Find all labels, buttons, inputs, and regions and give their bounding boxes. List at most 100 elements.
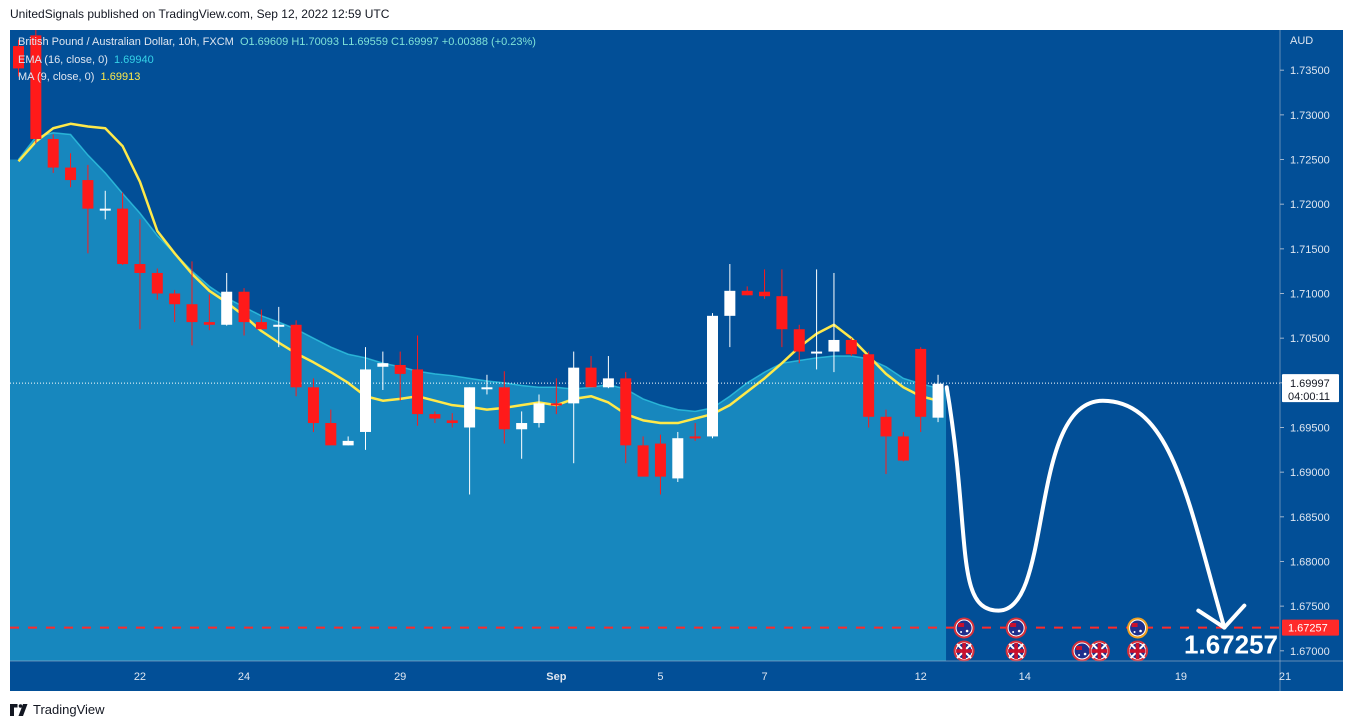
y-tick-label: 1.72500 (1290, 155, 1330, 167)
candle (620, 372, 632, 464)
candle-body (707, 315, 718, 437)
candle-body (915, 348, 927, 417)
ma-label[interactable]: MA (9, close, 0) (18, 71, 95, 83)
ema-label[interactable]: EMA (16, close, 0) (18, 53, 108, 66)
candle-body (186, 304, 198, 323)
x-tick-label: 5 (657, 671, 663, 683)
candle-body (776, 296, 788, 330)
candle-body (446, 420, 458, 424)
candle (117, 192, 129, 265)
au-event-flag-icon (1071, 640, 1093, 662)
candle (169, 289, 181, 323)
candle-body (498, 387, 510, 430)
y-tick-label: 1.69500 (1290, 422, 1330, 434)
y-tick-label: 1.67500 (1290, 601, 1330, 613)
candle (360, 347, 371, 450)
candle (654, 434, 666, 495)
candle (464, 387, 476, 495)
ema-area-fill (10, 132, 947, 662)
candle (498, 371, 510, 444)
candle-body (550, 403, 562, 406)
candle-body (412, 369, 424, 415)
y-tick-label: 1.67000 (1290, 646, 1330, 658)
gb-event-flag-icon (1005, 640, 1027, 662)
candle (255, 309, 267, 330)
candle (47, 134, 59, 173)
x-tick-label: Sep (546, 671, 566, 683)
candle-body (151, 272, 163, 294)
chart-frame[interactable]: 1.67257 1.73500 1.73000 1.72500 1.72000 1.715… (10, 30, 1343, 691)
candle-body (654, 443, 666, 477)
symbol-title[interactable]: British Pound / Australian Dollar, 10h, … (18, 36, 234, 48)
candle-body (65, 167, 77, 181)
candle (828, 272, 840, 373)
au-event-flag-icon (1005, 617, 1027, 639)
candle (325, 409, 337, 446)
candle-body (533, 403, 545, 424)
candle (290, 320, 302, 397)
y-tick-label: 1.68500 (1290, 512, 1330, 524)
candle (759, 269, 771, 299)
candle (134, 219, 146, 330)
footer-brand[interactable]: TradingView (10, 702, 105, 717)
candle-body (273, 324, 285, 327)
candle-body (169, 293, 181, 305)
candle (481, 374, 493, 395)
candle (377, 351, 389, 390)
candle (221, 272, 233, 326)
candle-body (360, 369, 371, 432)
y-tick-label: 1.73500 (1290, 65, 1330, 77)
candle (932, 374, 944, 423)
y-tick-label: 1.70500 (1290, 333, 1330, 345)
candle-body (672, 438, 684, 479)
publisher-line: UnitedSignals published on TradingView.c… (10, 7, 390, 21)
candle (429, 411, 441, 424)
candle (238, 288, 250, 336)
candle (516, 411, 528, 459)
x-tick-label: 22 (134, 671, 146, 683)
candle-body (741, 290, 753, 296)
candle-body (880, 416, 892, 437)
candle-body (620, 378, 632, 446)
candle (897, 431, 909, 462)
ma-value: 1.69913 (100, 71, 141, 83)
target-annotation: 1.67257 (1184, 630, 1278, 660)
candle-body (516, 423, 528, 430)
candle (273, 306, 285, 348)
candle-body (221, 291, 233, 325)
au-event-flag-icon (953, 617, 975, 639)
candle (203, 294, 215, 331)
candle-body (290, 324, 302, 388)
currency-label: AUD (1290, 35, 1313, 47)
candle-body (429, 414, 441, 419)
candle-body (342, 440, 354, 446)
target-price-tag-value: 1.67257 (1288, 623, 1328, 635)
projection-arrowhead (1196, 603, 1247, 630)
candle-body (793, 329, 805, 352)
candle (446, 413, 458, 428)
y-tick-label: 1.71500 (1290, 244, 1330, 256)
candle-body (255, 322, 267, 330)
candle (724, 264, 736, 348)
candle (82, 164, 94, 254)
candle-body (863, 354, 875, 417)
candle-body (117, 208, 129, 265)
candle (550, 378, 562, 415)
candle (637, 436, 649, 477)
candle (811, 269, 823, 370)
x-tick-label: 12 (915, 671, 927, 683)
candle (880, 409, 892, 474)
candle-body (481, 387, 493, 390)
candle-body (134, 264, 146, 273)
candle-body (13, 46, 24, 69)
candle (65, 153, 77, 188)
y-tick-label: 1.68000 (1290, 556, 1330, 568)
x-tick-label: 14 (1019, 671, 1031, 683)
candle-body (307, 387, 319, 424)
candle (533, 394, 545, 428)
footer-brand-text: TradingView (33, 702, 105, 717)
x-tick-label: 21 (1279, 671, 1291, 683)
candle-body (689, 436, 701, 439)
price-chart[interactable]: 1.67257 1.73500 1.73000 1.72500 1.72000 1.715… (10, 30, 1343, 691)
y-tick-label: 1.72000 (1290, 199, 1330, 211)
